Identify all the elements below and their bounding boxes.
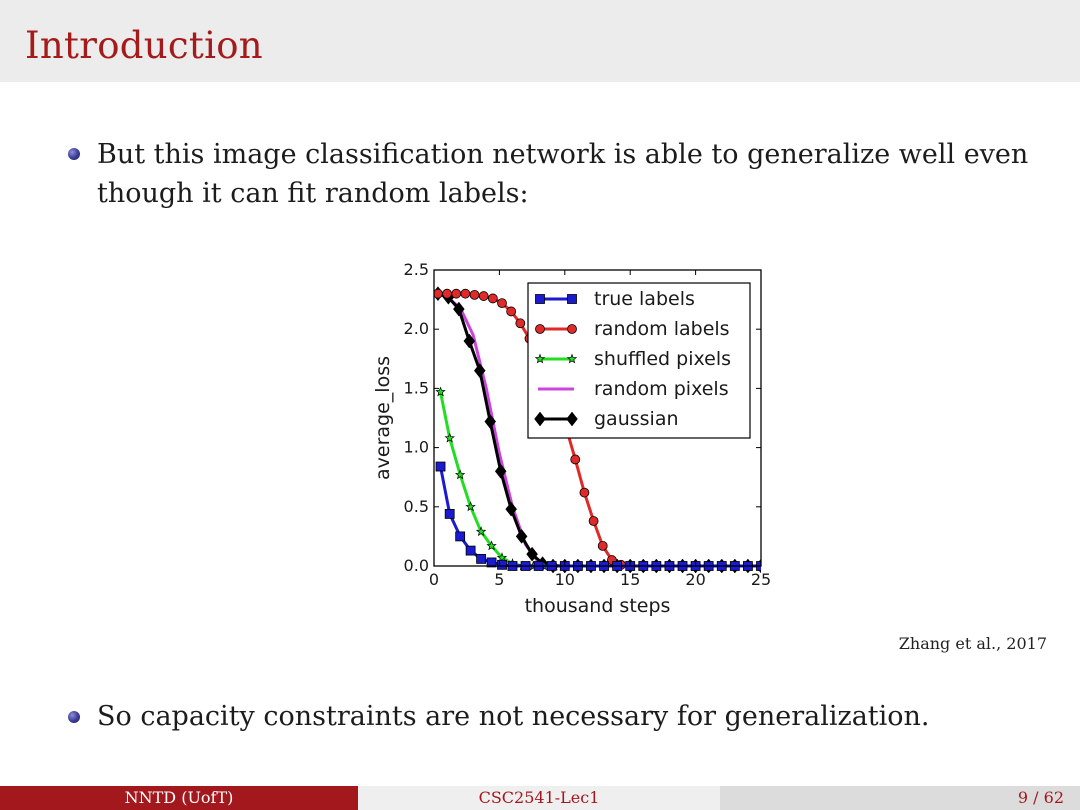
legend-item: random pixels xyxy=(538,378,729,400)
y-tick-label: 2.0 xyxy=(404,319,429,338)
marker-circle xyxy=(487,293,498,304)
citation: Zhang et al., 2017 xyxy=(898,634,1047,653)
marker-star xyxy=(465,501,476,512)
marker-diamond xyxy=(526,546,538,562)
marker-star xyxy=(435,386,446,397)
marker-diamond xyxy=(494,463,507,479)
y-axis-label: average_loss xyxy=(372,356,394,480)
marker-diamond xyxy=(515,528,528,544)
marker-square xyxy=(435,461,446,472)
marker-circle xyxy=(535,324,545,334)
marker-star xyxy=(454,469,466,480)
marker-star xyxy=(444,432,455,443)
marker-circle xyxy=(451,288,462,299)
marker-star xyxy=(475,526,487,537)
marker-circle xyxy=(497,298,507,309)
marker-square xyxy=(535,294,545,304)
title-bar: Introduction xyxy=(0,0,1080,82)
marker-circle xyxy=(442,288,452,299)
footer-page: 9 / 62 xyxy=(720,786,1080,810)
legend-label: random pixels xyxy=(594,378,729,400)
bullet-icon xyxy=(68,711,80,723)
marker-star xyxy=(496,552,508,563)
marker-star xyxy=(566,353,578,364)
marker-circle xyxy=(515,318,526,329)
marker-circle xyxy=(460,288,471,299)
loss-chart: 0 5 10 15 20 25 0.0 0.5 1.0 1.5 2.0 2.5 thousand ste… xyxy=(360,255,790,625)
marker-circle xyxy=(597,540,608,551)
x-tick-label: 20 xyxy=(685,570,705,589)
x-axis-label: thousand steps xyxy=(525,595,671,617)
marker-diamond xyxy=(453,301,465,317)
marker-circle xyxy=(567,324,577,334)
slide-title: Introduction xyxy=(25,24,263,67)
marker-circle xyxy=(570,454,581,465)
bullet-text-2: So capacity constraints are not necessar… xyxy=(97,701,930,732)
y-tick-label: 1.5 xyxy=(404,378,429,397)
marker-star xyxy=(534,353,546,364)
marker-square xyxy=(567,294,577,304)
legend-label: shuffled pixels xyxy=(594,348,731,370)
marker-diamond xyxy=(463,333,476,349)
y-tick-label: 2.5 xyxy=(404,260,429,279)
legend-label: random labels xyxy=(594,318,730,340)
legend-item: true labels xyxy=(535,288,695,310)
marker-square xyxy=(465,545,476,556)
marker-circle xyxy=(434,288,443,299)
legend: true labels random labels shuffled pixels r… xyxy=(527,282,751,439)
marker-circle xyxy=(469,289,480,300)
chart-svg: 0 5 10 15 20 25 0.0 0.5 1.0 1.5 2.0 2.5 thousand ste… xyxy=(372,260,771,617)
marker-circle xyxy=(588,516,599,526)
y-tick-label: 1.0 xyxy=(404,438,429,457)
footer-course: CSC2541-Lec1 xyxy=(358,786,720,810)
bullet-icon xyxy=(68,148,80,160)
marker-circle xyxy=(478,291,489,301)
y-tick-label: 0.5 xyxy=(404,497,429,516)
bullet-text-1: But this image classification network is… xyxy=(97,139,1029,209)
marker-square xyxy=(476,553,486,564)
x-tick-label: 25 xyxy=(751,570,771,589)
marker-diamond xyxy=(484,414,497,429)
y-tick-label: 0.0 xyxy=(404,556,429,575)
marker-diamond xyxy=(505,501,517,517)
legend-item: gaussian xyxy=(534,408,679,430)
marker-star xyxy=(486,540,497,551)
marker-diamond xyxy=(534,411,546,427)
series-true-labels xyxy=(435,461,761,571)
marker-square xyxy=(444,509,455,519)
x-tick-label: 0 xyxy=(429,570,439,589)
marker-circle xyxy=(579,487,590,498)
x-tick-label: 10 xyxy=(555,570,575,589)
marker-square xyxy=(455,531,466,542)
legend-label: true labels xyxy=(594,288,695,310)
footer: NNTD (UofT) CSC2541-Lec1 9 / 62 xyxy=(0,786,1080,810)
legend-item: random labels xyxy=(535,318,730,340)
marker-square xyxy=(486,557,497,568)
marker-diamond xyxy=(566,411,578,427)
legend-item: shuffled pixels xyxy=(534,348,731,370)
marker-circle xyxy=(506,306,517,317)
legend-label: gaussian xyxy=(594,408,679,430)
x-tick-label: 15 xyxy=(620,570,640,589)
marker-square xyxy=(497,559,507,570)
series-line xyxy=(439,466,761,568)
plot-frame xyxy=(433,269,762,567)
page-number: 9 / 62 xyxy=(1017,788,1064,807)
marker-diamond xyxy=(473,363,486,379)
x-tick-label: 5 xyxy=(494,570,504,589)
footer-author: NNTD (UofT) xyxy=(0,786,358,810)
